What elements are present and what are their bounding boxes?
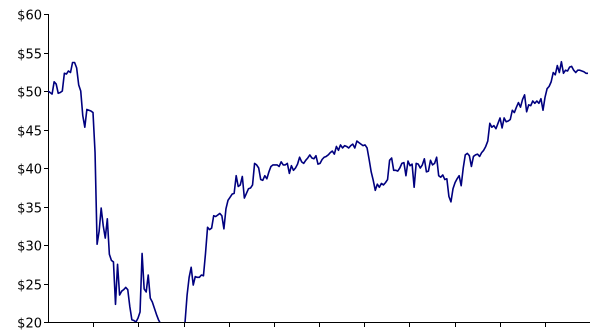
price-series-line <box>48 60 588 322</box>
y-tick-label: $55 <box>17 48 42 63</box>
y-tick-label: $60 <box>17 9 42 24</box>
y-tick-label: $30 <box>17 240 42 255</box>
y-tick-label: $35 <box>17 202 42 217</box>
y-tick-label: $50 <box>17 86 42 101</box>
y-tick-label: $40 <box>17 163 42 178</box>
y-tick-label: $20 <box>17 317 42 332</box>
x-axis-ticks <box>93 322 546 327</box>
y-tick-label: $25 <box>17 279 42 294</box>
axes <box>48 14 590 323</box>
series-layer <box>48 60 588 322</box>
y-axis-ticks: $60 $55 $50 $45 $40 $35 $30 $25 $20 <box>17 9 48 332</box>
y-tick-label: $45 <box>17 125 42 140</box>
